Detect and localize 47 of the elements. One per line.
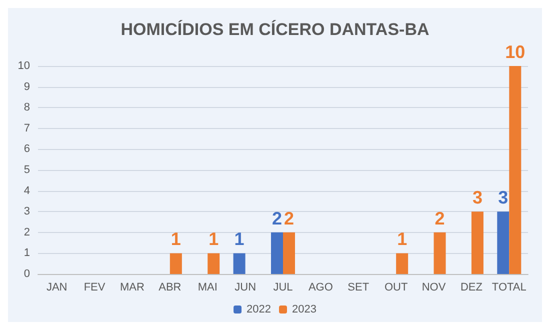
y-tick-label: 0: [24, 268, 30, 280]
bar: [271, 232, 283, 274]
data-label: 1: [397, 229, 408, 250]
y-tick-label: 1: [24, 247, 30, 260]
bar: [170, 253, 182, 274]
y-tick-label: 2: [24, 226, 30, 238]
x-tick-label: OUT: [384, 282, 408, 294]
bar: [283, 232, 295, 274]
bar: [434, 232, 446, 274]
data-label: 2: [434, 208, 445, 228]
legend-label: 2022: [246, 304, 272, 316]
x-tick-label: SET: [348, 282, 370, 294]
data-label: 1: [208, 229, 219, 250]
y-tick-label: 10: [18, 60, 30, 72]
y-tick-label: 8: [24, 102, 30, 114]
y-tick-label: 4: [24, 184, 30, 197]
x-tick-label: FEV: [84, 282, 106, 294]
x-tick-label: ABR: [158, 282, 182, 294]
data-label: 3: [472, 188, 482, 208]
bar: [208, 253, 220, 274]
x-tick-label: AGO: [308, 282, 334, 294]
data-label: 3: [498, 188, 508, 208]
data-label: 2: [272, 208, 282, 228]
data-label: 2: [284, 208, 294, 228]
x-tick-label: MAR: [120, 282, 145, 294]
bar: [497, 212, 510, 274]
bar: [233, 253, 246, 274]
y-tick-label: 6: [24, 143, 30, 156]
y-tick-label: 3: [24, 206, 30, 218]
x-tick-label: NOV: [422, 282, 446, 294]
data-label: 10: [505, 42, 526, 62]
bar: [509, 66, 522, 274]
legend-label: 2023: [292, 304, 316, 316]
data-label: 1: [170, 229, 181, 250]
x-tick-label: DEZ: [460, 282, 483, 294]
x-tick-label: JAN: [46, 282, 68, 294]
x-tick-label: JUL: [273, 282, 293, 294]
x-tick-label: TOTAL: [492, 282, 526, 294]
chart-title: HOMICÍDIOS EM CÍCERO DANTAS-BA: [120, 19, 430, 39]
x-tick-label: MAI: [198, 282, 218, 294]
x-tick-label: JUN: [234, 282, 256, 294]
y-tick-label: 5: [24, 164, 30, 176]
y-tick-label: 9: [24, 80, 30, 93]
bar: [396, 253, 408, 274]
data-label: 1: [234, 229, 244, 250]
bar: [471, 212, 484, 274]
y-tick-label: 7: [24, 122, 30, 134]
